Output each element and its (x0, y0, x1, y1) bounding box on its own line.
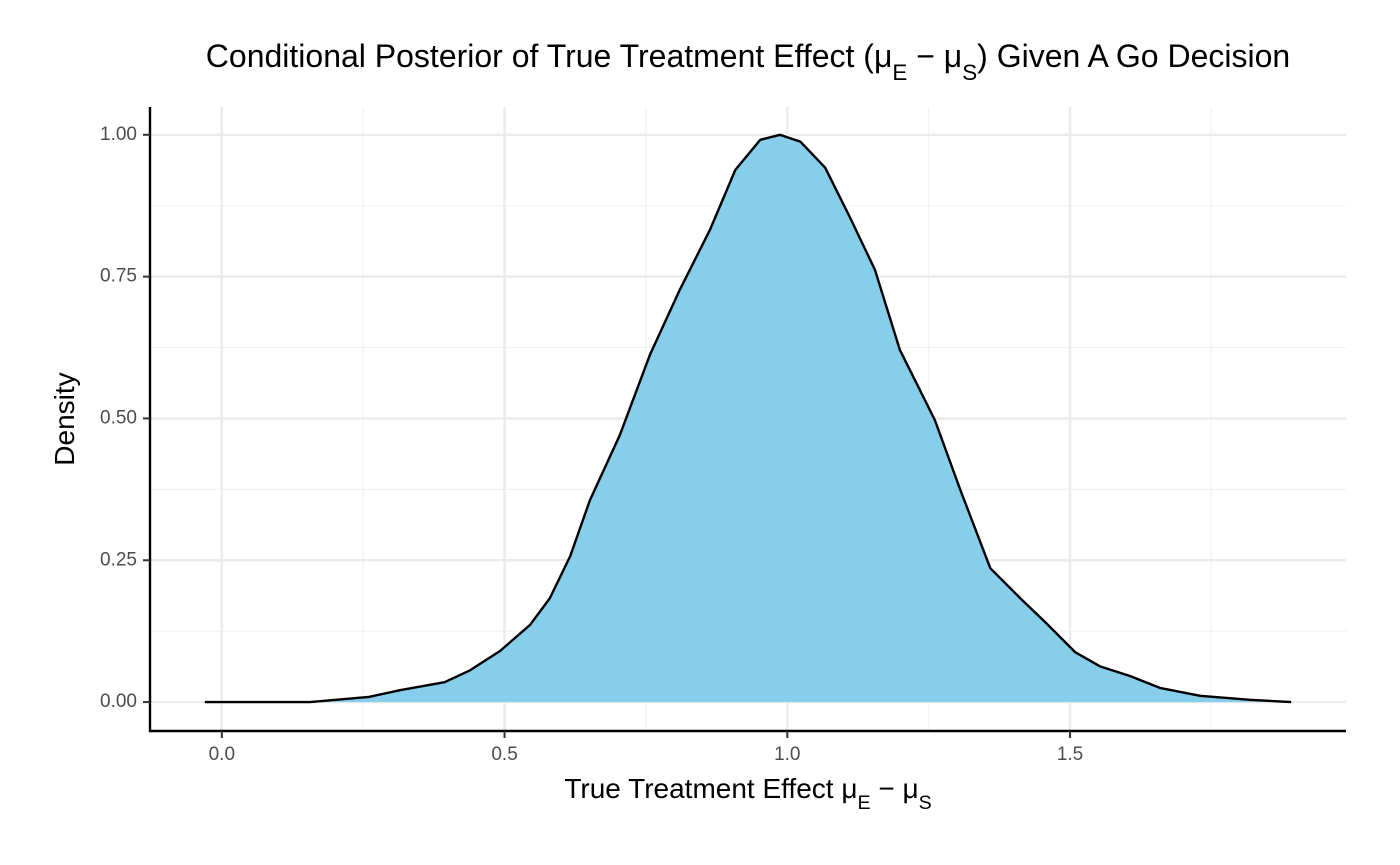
y-tick-label: 0.75 (100, 266, 137, 287)
x-axis-label: True Treatment Effect μE − μS (564, 773, 931, 814)
title-part: S (962, 60, 977, 85)
y-tick-label: 0.25 (100, 549, 137, 570)
x-tick-label: 1.0 (774, 744, 800, 765)
x-tick-label: 0.0 (209, 744, 235, 765)
title-part: Conditional Posterior of True Treatment … (206, 38, 893, 74)
y-axis-label: Density (49, 372, 80, 465)
xlabel-part: True Treatment Effect μ (564, 773, 857, 804)
xlabel-part: E (857, 792, 870, 814)
y-tick-label: 1.00 (100, 124, 137, 145)
xlabel-part: − μ (871, 773, 919, 804)
title-part: − μ (907, 38, 962, 74)
title-part: E (892, 60, 907, 85)
x-tick-label: 0.5 (491, 744, 517, 765)
y-tick-label: 0.00 (100, 691, 137, 712)
chart-title: Conditional Posterior of True Treatment … (206, 38, 1290, 85)
density-area (204, 134, 1292, 703)
title-part: ) Given A Go Decision (977, 38, 1290, 74)
x-tick-label: 1.5 (1057, 744, 1083, 765)
xlabel-part: S (919, 792, 932, 814)
density-line (204, 133, 1292, 704)
y-tick-label: 0.50 (100, 407, 137, 428)
